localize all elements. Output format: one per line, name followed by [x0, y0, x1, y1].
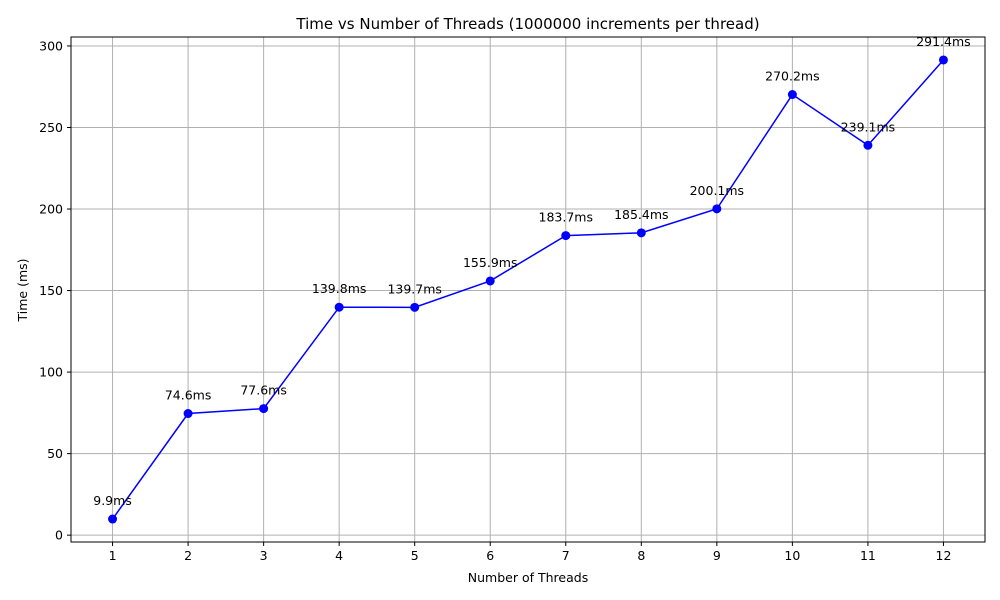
data-point — [787, 90, 797, 100]
y-tick-label: 0 — [55, 528, 63, 543]
data-labels: 9.9ms 74.6ms 77.6ms 139.8ms 139.7ms 155.9ms 18… — [93, 34, 970, 508]
data-point — [259, 404, 269, 414]
data-label: 291.4ms — [916, 34, 970, 49]
data-point — [183, 409, 193, 419]
series-layer — [108, 55, 948, 524]
data-label: 9.9ms — [93, 493, 132, 508]
data-point — [485, 276, 495, 286]
data-point — [334, 302, 344, 312]
x-tick-label: 7 — [562, 548, 570, 563]
data-label: 139.7ms — [387, 281, 441, 296]
x-tick-label: 10 — [784, 548, 800, 563]
data-label: 77.6ms — [240, 383, 287, 398]
x-tick-label: 11 — [860, 548, 876, 563]
grid-lines — [71, 37, 985, 542]
data-point — [561, 231, 571, 241]
data-point — [636, 228, 646, 238]
data-point — [108, 514, 118, 524]
data-label: 239.1ms — [841, 119, 895, 134]
x-axis-label: Number of Threads — [468, 570, 588, 585]
x-tick-label: 1 — [109, 548, 117, 563]
data-label: 183.7ms — [539, 210, 593, 225]
y-tick-label: 300 — [39, 38, 63, 53]
data-label: 185.4ms — [614, 207, 668, 222]
y-tick-label: 150 — [39, 283, 63, 298]
chart-title: Time vs Number of Threads (1000000 incre… — [295, 15, 759, 33]
data-label: 200.1ms — [690, 183, 744, 198]
data-label: 74.6ms — [165, 388, 212, 403]
x-tick-label: 6 — [486, 548, 494, 563]
series-line — [111, 59, 945, 520]
x-tick-label: 8 — [637, 548, 645, 563]
x-tick-label: 4 — [335, 548, 343, 563]
y-axis-label: Time (ms) — [15, 258, 30, 322]
data-label: 270.2ms — [765, 69, 819, 84]
data-point — [712, 204, 722, 214]
data-label: 155.9ms — [463, 255, 517, 270]
data-point — [410, 302, 420, 312]
x-tick-label: 12 — [936, 548, 952, 563]
plot-frame — [70, 36, 986, 543]
y-tick-label: 200 — [39, 202, 63, 217]
x-tick-label: 3 — [260, 548, 268, 563]
x-tick-label: 9 — [713, 548, 721, 563]
y-tick-label: 250 — [39, 120, 63, 135]
data-point — [938, 55, 948, 65]
x-tick-label: 2 — [184, 548, 192, 563]
x-tick-label: 5 — [411, 548, 419, 563]
y-tick-label: 50 — [47, 446, 63, 461]
data-label: 139.8ms — [312, 281, 366, 296]
data-point — [863, 140, 873, 150]
y-tick-label: 100 — [39, 365, 63, 380]
